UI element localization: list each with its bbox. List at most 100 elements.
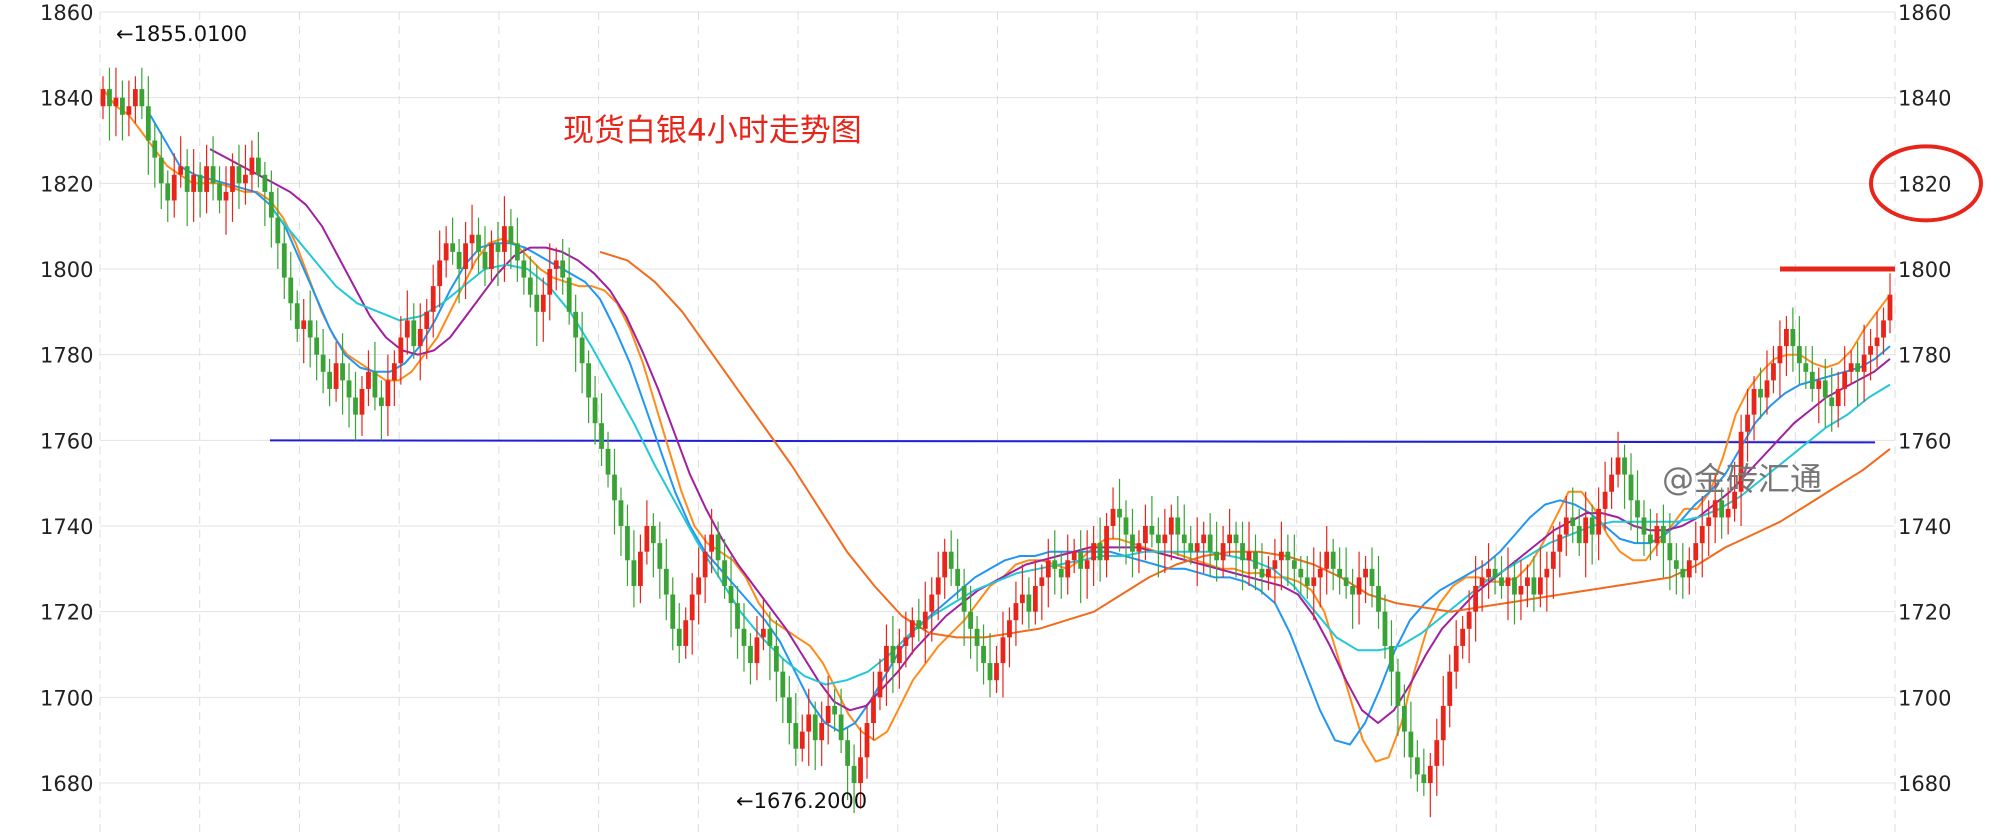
- y-tick-label-right: 1780: [1898, 344, 1951, 368]
- candle-body: [424, 311, 430, 329]
- candle-body: [1123, 517, 1129, 535]
- candle-body: [366, 371, 371, 389]
- candle-body: [1291, 560, 1297, 569]
- candle-body: [1181, 534, 1187, 544]
- candle-body: [786, 697, 792, 724]
- candle-body: [417, 328, 423, 347]
- candle-body: [1525, 577, 1530, 586]
- candle-body: [579, 337, 585, 364]
- candle-body: [482, 251, 488, 269]
- candle-body: [404, 320, 410, 338]
- candle-body: [1505, 577, 1511, 586]
- candle-body: [1570, 517, 1576, 526]
- candle-body: [1019, 594, 1025, 604]
- candle-body: [605, 448, 611, 475]
- candle-body: [553, 260, 559, 269]
- candle-body: [1376, 585, 1381, 612]
- candle-body: [508, 226, 514, 244]
- candle-body: [1188, 543, 1194, 552]
- candle-body: [968, 611, 974, 629]
- candle-body: [430, 286, 436, 312]
- candle-body: [812, 714, 818, 741]
- candle-body: [1680, 568, 1686, 578]
- candle-body: [1589, 517, 1595, 535]
- candle-body: [1764, 380, 1770, 398]
- candle-body: [1434, 740, 1440, 766]
- candle-body: [663, 568, 669, 595]
- candle-body: [139, 89, 145, 107]
- candle-body: [1473, 585, 1479, 612]
- candle-body: [1881, 320, 1886, 338]
- candle-body: [1725, 508, 1731, 518]
- candle-body: [1143, 526, 1148, 544]
- candle-body: [191, 174, 197, 192]
- candle-body: [735, 603, 740, 629]
- horizontal-lines: [269, 266, 1895, 444]
- candle-body: [1214, 551, 1220, 561]
- candle-body: [288, 277, 294, 304]
- candle-body: [1842, 371, 1848, 389]
- candle-body: [825, 705, 831, 724]
- grid: [99, 11, 1896, 832]
- candle-body: [1822, 380, 1828, 398]
- candle-body: [1097, 543, 1103, 561]
- candle-body: [275, 217, 281, 244]
- candle-body: [1052, 560, 1058, 569]
- candle-body: [670, 594, 676, 629]
- candle-body: [1790, 328, 1796, 347]
- candle-body: [832, 705, 838, 715]
- candle-body: [1071, 551, 1077, 561]
- candle-body: [1531, 577, 1537, 595]
- candle-body: [1440, 705, 1446, 741]
- candle-body: [1660, 526, 1666, 544]
- candle-body: [1861, 354, 1867, 372]
- y-tick-label-left: 1740: [40, 515, 93, 539]
- y-tick-label-left: 1780: [40, 344, 93, 368]
- candle-body: [657, 543, 663, 569]
- candle-body: [1550, 551, 1556, 569]
- candle-body: [761, 628, 766, 638]
- candle-body: [165, 183, 171, 201]
- candle-body: [631, 560, 637, 586]
- candle-body: [1045, 560, 1051, 578]
- candle-body: [1576, 526, 1582, 544]
- candle-body: [1719, 500, 1725, 518]
- candle-body: [1615, 457, 1621, 475]
- candle-body: [1311, 577, 1317, 586]
- candle-body: [767, 628, 773, 646]
- candle-body: [1699, 526, 1705, 544]
- y-tick-label-right: 1820: [1898, 172, 1951, 196]
- candle-body: [1557, 534, 1563, 552]
- candle-body: [974, 628, 980, 646]
- candle-body: [1058, 568, 1064, 578]
- candle-body: [527, 277, 533, 295]
- candle-body: [955, 568, 961, 586]
- candle-body: [1460, 628, 1466, 646]
- candle-body: [696, 577, 702, 595]
- candle-body: [1784, 328, 1789, 347]
- y-tick-label-right: 1740: [1898, 515, 1951, 539]
- candle-body: [223, 191, 229, 201]
- candle-body: [1149, 526, 1155, 535]
- candle-body: [896, 645, 902, 664]
- candle-body: [709, 534, 715, 552]
- candle-body: [722, 560, 727, 586]
- candle-body: [1408, 731, 1414, 758]
- candle-body: [909, 620, 915, 638]
- candle-body: [851, 765, 857, 783]
- annotation-low: ←1676.2000: [736, 789, 867, 813]
- candle-body: [184, 166, 190, 192]
- candle-body: [1104, 526, 1109, 561]
- candle-body: [1253, 551, 1258, 569]
- candle-body: [1000, 637, 1006, 664]
- candle-body: [1628, 474, 1634, 501]
- candle-body: [534, 294, 540, 312]
- watermark: @金砖汇通: [1662, 460, 1822, 498]
- candle-body: [1414, 757, 1420, 775]
- candle-body: [1155, 534, 1161, 544]
- candle-body: [320, 354, 326, 372]
- candle-body: [1848, 363, 1854, 372]
- candle-body: [1382, 611, 1388, 646]
